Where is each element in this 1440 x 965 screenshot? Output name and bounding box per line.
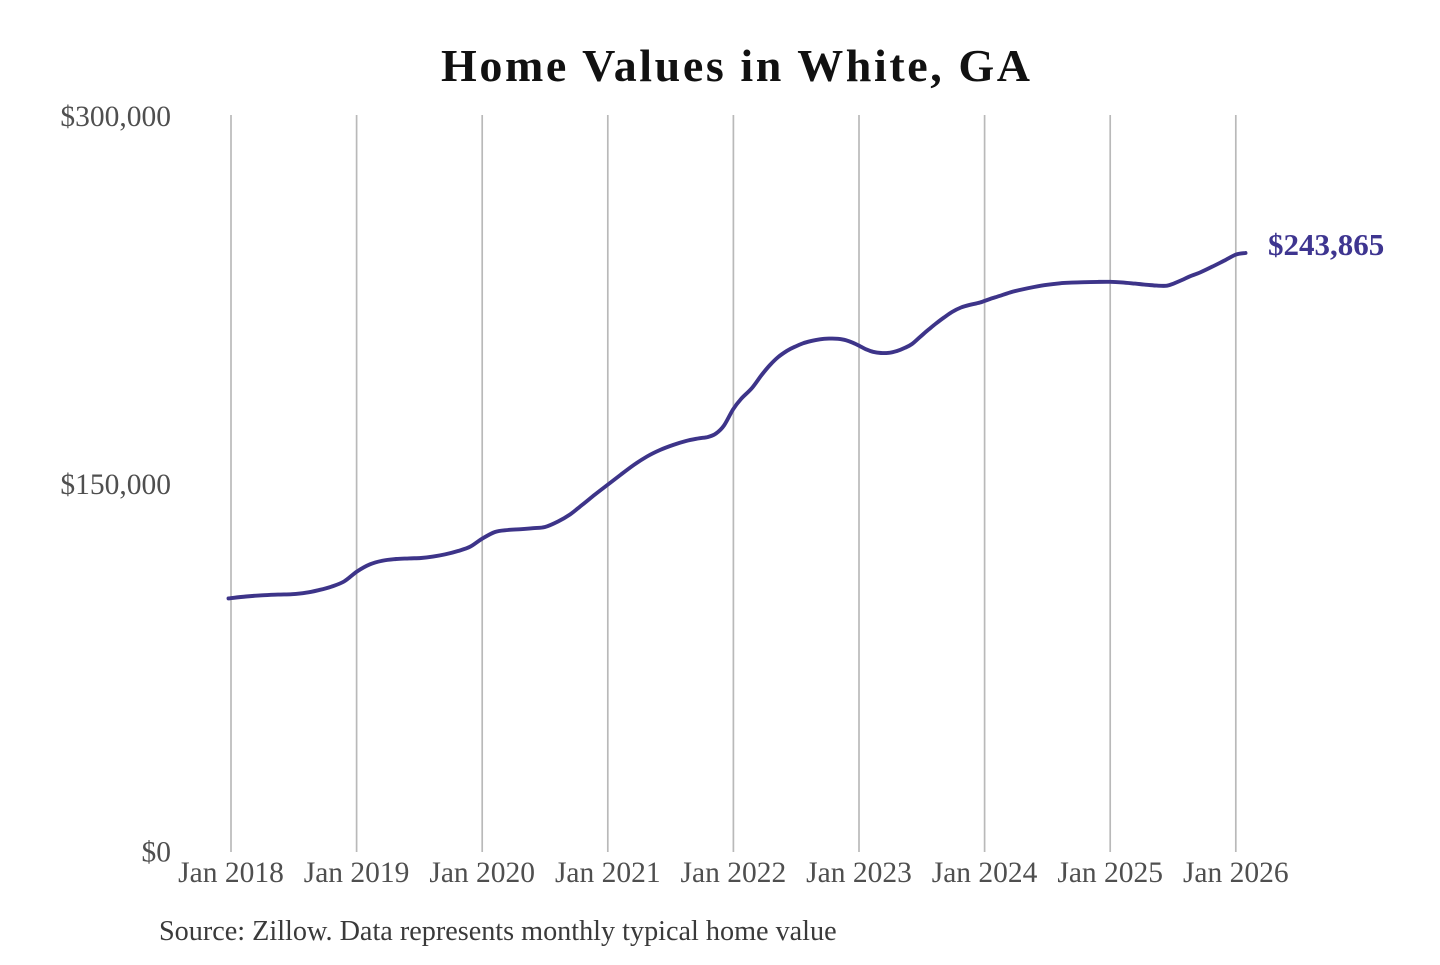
svg-text:$243,865: $243,865 bbox=[1268, 227, 1384, 262]
svg-text:$300,000: $300,000 bbox=[60, 101, 171, 133]
svg-text:Jan 2022: Jan 2022 bbox=[681, 857, 787, 889]
svg-text:$150,000: $150,000 bbox=[60, 469, 171, 501]
svg-text:Jan 2024: Jan 2024 bbox=[932, 857, 1038, 889]
svg-text:Home Values in White, GA: Home Values in White, GA bbox=[441, 40, 1030, 91]
svg-text:$0: $0 bbox=[142, 837, 172, 869]
svg-text:Jan 2025: Jan 2025 bbox=[1057, 857, 1163, 889]
svg-text:Jan 2023: Jan 2023 bbox=[806, 857, 912, 889]
svg-text:Jan 2020: Jan 2020 bbox=[429, 857, 535, 889]
svg-text:Jan 2019: Jan 2019 bbox=[304, 857, 410, 889]
svg-text:Jan 2021: Jan 2021 bbox=[555, 857, 661, 889]
svg-text:Jan 2026: Jan 2026 bbox=[1183, 857, 1289, 889]
svg-text:Jan 2018: Jan 2018 bbox=[178, 857, 284, 889]
svg-text:Source: Zillow. Data represent: Source: Zillow. Data represents monthly … bbox=[159, 916, 837, 947]
